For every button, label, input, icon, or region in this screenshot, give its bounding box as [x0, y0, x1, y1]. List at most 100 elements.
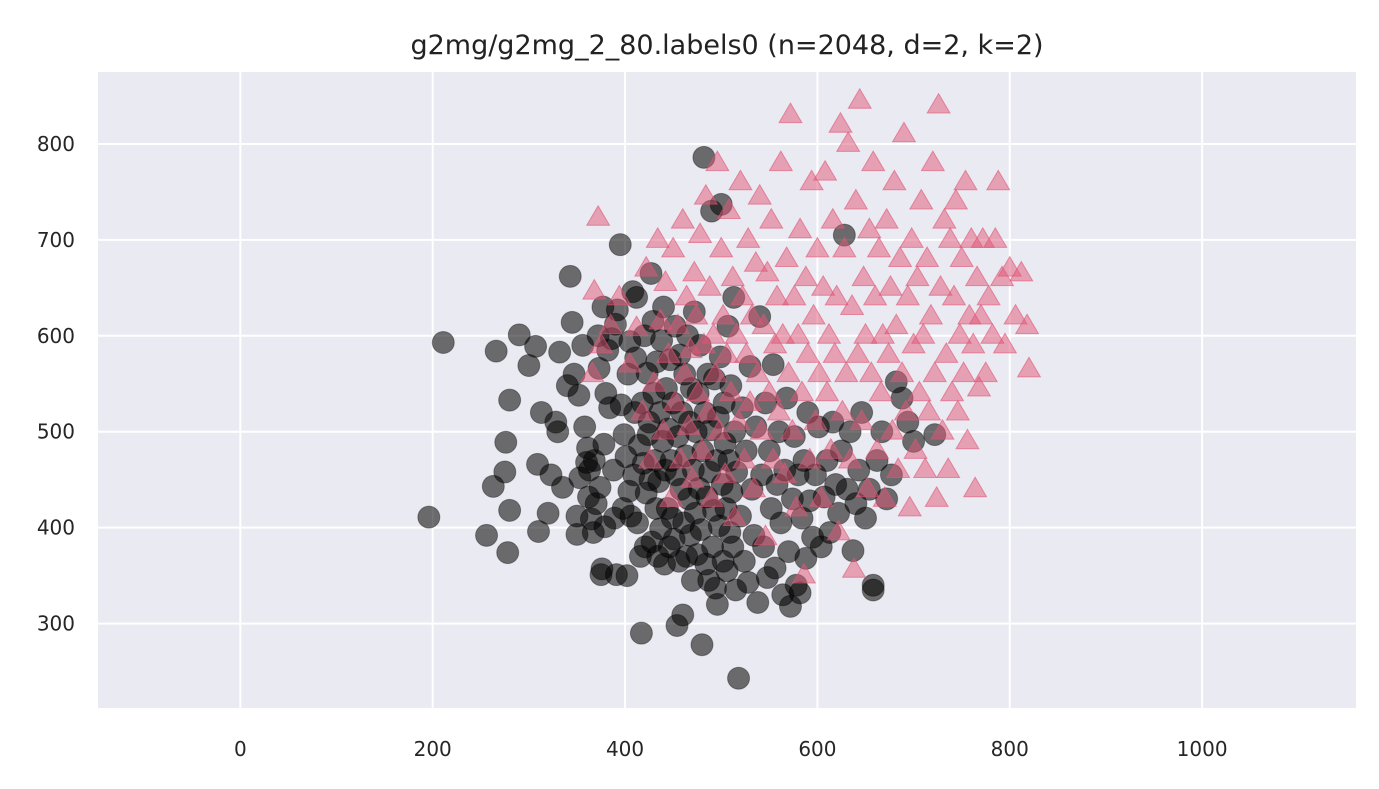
scatter-point-triangle: [816, 322, 842, 344]
scatter-point-triangle: [714, 341, 740, 363]
scatter-point-circle: [736, 570, 760, 594]
scatter-point-triangle: [751, 313, 776, 335]
scatter-point-triangle: [624, 315, 649, 337]
scatter-point-triangle: [776, 361, 801, 383]
scatter-point-circle: [629, 621, 653, 645]
scatter-point-triangle: [747, 183, 772, 205]
scatter-point-circle: [548, 340, 572, 364]
scatter-point-triangle: [853, 322, 878, 344]
scatter-point-circle: [494, 430, 518, 454]
scatter-point-triangle: [937, 226, 963, 248]
scatter-point-triangle: [720, 265, 746, 287]
scatter-point-triangle: [943, 188, 969, 210]
scatter-point-triangle: [656, 341, 681, 363]
scatter-point-circle: [761, 353, 785, 377]
scatter-point-circle: [592, 432, 616, 456]
scatter-point-triangle: [912, 457, 938, 479]
scatter-point-triangle: [782, 284, 807, 306]
scatter-point-triangle: [653, 270, 678, 291]
scatter-point-triangle: [874, 207, 899, 229]
scatter-point-triangle: [907, 380, 932, 402]
scatter-point-triangle: [858, 361, 884, 383]
scatter-point-triangle: [955, 428, 980, 450]
scatter-point-triangle: [910, 322, 936, 344]
scatter-point-circle: [732, 549, 756, 573]
scatter-point-triangle: [918, 303, 944, 325]
y-tick-label: 600: [37, 324, 75, 348]
scatter-point-triangle: [724, 322, 749, 344]
scatter-point-triangle: [930, 418, 955, 440]
scatter-point-circle: [727, 666, 751, 690]
scatter-point-triangle: [820, 207, 846, 229]
scatter-point-triangle: [973, 361, 998, 383]
scatter-point-circle: [671, 603, 695, 627]
scatter-point-triangle: [947, 322, 973, 344]
scatter-point-triangle: [735, 226, 761, 248]
scatter-point-triangle: [768, 150, 794, 172]
scatter-point-triangle: [810, 274, 836, 296]
scatter-point-triangle: [924, 485, 949, 507]
scatter-point-triangle: [814, 380, 840, 402]
scatter-point-triangle: [1016, 356, 1042, 378]
scatter-point-triangle: [745, 361, 771, 383]
x-tick-label: 400: [606, 737, 644, 761]
y-tick-label: 300: [37, 612, 75, 636]
scatter-point-triangle: [980, 322, 1005, 344]
scatter-point-circle: [612, 423, 636, 447]
scatter-point-circle: [788, 581, 812, 605]
scatter-point-triangle: [866, 236, 892, 258]
scatter-point-triangle: [670, 207, 696, 229]
scatter-point-triangle: [932, 207, 957, 229]
scatter-point-triangle: [839, 294, 865, 315]
scatter-point-triangle: [760, 447, 786, 469]
scatter-point-triangle: [807, 361, 832, 383]
scatter-point-circle: [690, 633, 714, 657]
x-tick-label: 1000: [1177, 737, 1228, 761]
scatter-point-triangle: [726, 409, 751, 431]
scatter-point-circle: [507, 323, 531, 347]
scatter-point-triangle: [732, 447, 757, 469]
scatter-point-triangle: [905, 265, 930, 287]
scatter-point-triangle: [630, 399, 655, 421]
scatter-point-triangle: [876, 341, 901, 363]
scatter-point-triangle: [680, 466, 705, 488]
scatter-point-triangle: [783, 495, 809, 517]
scatter-point-triangle: [705, 150, 730, 172]
scatter-point-circle: [841, 539, 865, 563]
scatter-point-triangle: [860, 150, 886, 172]
data-points: [417, 87, 1042, 690]
scatter-point-triangle: [682, 260, 707, 282]
scatter-point-triangle: [730, 284, 755, 306]
scatter-point-triangle: [718, 380, 744, 402]
scatter-point-triangle: [676, 413, 701, 435]
scatter-point-triangle: [960, 332, 986, 354]
scatter-point-triangle: [660, 236, 686, 258]
scatter-point-triangle: [743, 250, 769, 272]
scatter-point-triangle: [828, 111, 853, 133]
scatter-point-circle: [715, 559, 739, 583]
scatter-point-triangle: [741, 476, 767, 498]
scatter-point-triangle: [883, 313, 909, 335]
scatter-point-triangle: [926, 92, 951, 114]
scatter-point-triangle: [789, 380, 815, 402]
scatter-point-triangle: [774, 246, 799, 267]
scatter-point-triangle: [791, 562, 817, 584]
scatter-point-triangle: [722, 505, 747, 527]
scatter-point-triangle: [737, 389, 763, 411]
scatter-point-triangle: [665, 313, 691, 335]
scatter-point-triangle: [685, 380, 711, 402]
scatter-point-triangle: [658, 485, 684, 507]
scatter-point-circle: [546, 420, 570, 444]
scatter-point-triangle: [899, 226, 924, 248]
scatter-point-circle: [524, 334, 548, 358]
scatter-point-triangle: [824, 284, 849, 306]
scatter-point-circle: [475, 523, 499, 547]
scatter-point-triangle: [962, 476, 988, 498]
x-tick-label: 200: [414, 737, 452, 761]
scatter-point-triangle: [822, 341, 847, 363]
scatter-point-triangle: [695, 399, 721, 421]
scatter-point-triangle: [837, 447, 863, 469]
scatter-point-triangle: [920, 150, 946, 172]
scatter-point-triangle: [749, 418, 774, 440]
